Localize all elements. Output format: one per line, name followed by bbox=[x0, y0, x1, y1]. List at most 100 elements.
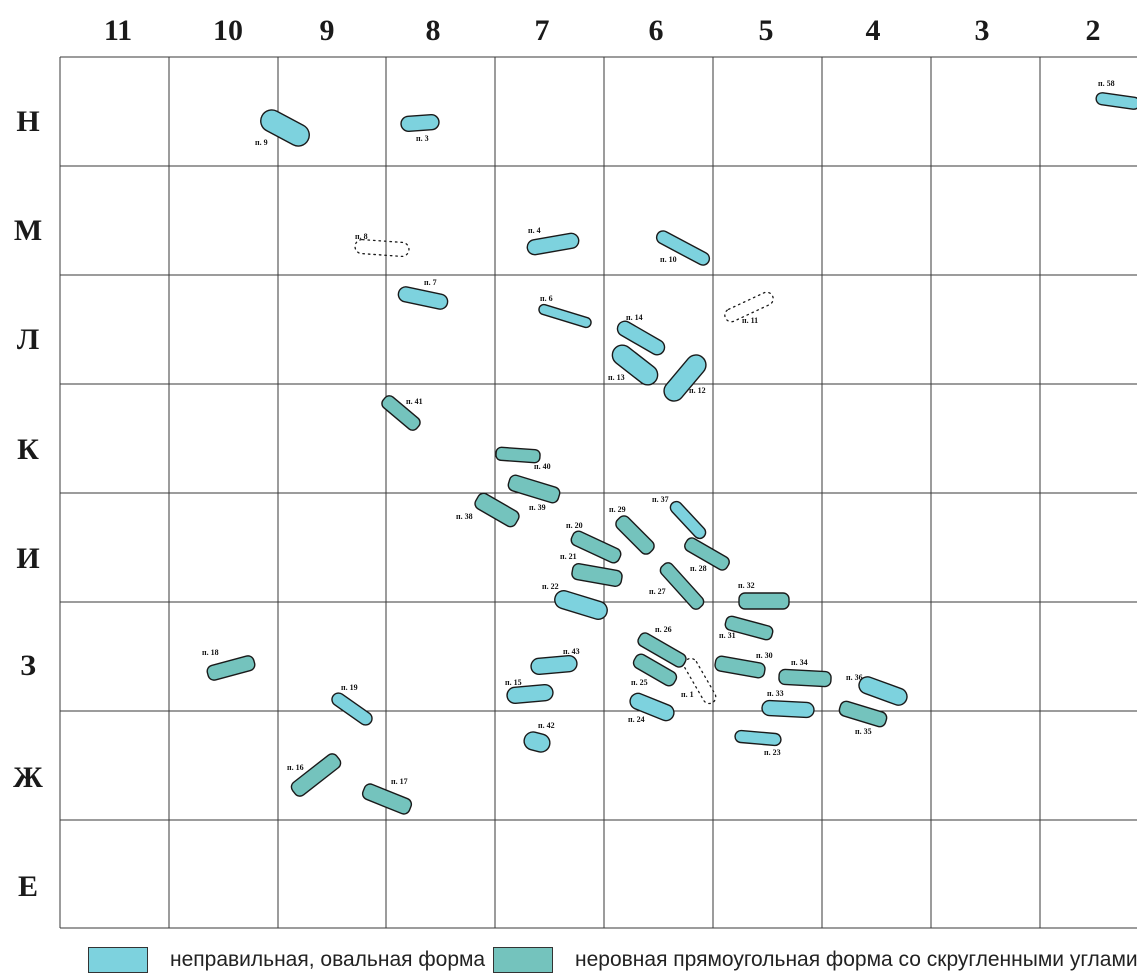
pit-21: п. 21 bbox=[560, 552, 623, 587]
column-label: 7 bbox=[535, 14, 550, 47]
pit-43: п. 43 bbox=[530, 647, 580, 676]
pit-24: п. 24 bbox=[628, 692, 675, 724]
pit-23: п. 23 bbox=[734, 729, 782, 757]
pit-shape-oval bbox=[761, 699, 815, 719]
pit-25: п. 25 bbox=[631, 653, 678, 687]
pit-shape-oval bbox=[669, 500, 707, 540]
pit-label: п. 8 bbox=[355, 232, 368, 241]
column-label: 6 bbox=[649, 14, 664, 47]
row-label: К bbox=[17, 433, 39, 466]
pit-outline-dotted bbox=[724, 291, 774, 323]
pit-19: п. 19 bbox=[331, 683, 373, 726]
row-labels: Н М Л К И З Ж Е bbox=[13, 105, 43, 903]
pit-label: п. 29 bbox=[609, 505, 626, 514]
pit-label: п. 31 bbox=[719, 631, 736, 640]
pit-31: п. 31 bbox=[719, 615, 774, 641]
pit-shape-oval bbox=[526, 232, 580, 256]
pit-35: п. 35 bbox=[838, 700, 888, 736]
pit-label: п. 58 bbox=[1098, 79, 1115, 88]
pit-label: п. 6 bbox=[540, 294, 553, 303]
pit-42: п. 42 bbox=[523, 721, 555, 753]
pit-label: п. 20 bbox=[566, 521, 583, 530]
pit-shape-oval bbox=[523, 731, 551, 753]
pit-18: п. 18 bbox=[202, 648, 256, 681]
row-label: Е bbox=[18, 870, 38, 903]
pit-shape-rect bbox=[778, 668, 832, 688]
column-label: 8 bbox=[426, 14, 441, 47]
pit-label: п. 35 bbox=[855, 727, 872, 736]
pit-33: п. 33 bbox=[761, 689, 815, 719]
pit-shape-rect bbox=[474, 492, 520, 528]
pit-label: п. 26 bbox=[655, 625, 672, 634]
pit-6: п. 6 bbox=[538, 294, 592, 329]
pit-shape-oval bbox=[397, 286, 449, 310]
pit-shape-oval bbox=[734, 729, 782, 747]
pit-label: п. 24 bbox=[628, 715, 645, 724]
pit-label: п. 40 bbox=[534, 462, 551, 471]
pit-11: п. 11 bbox=[724, 291, 774, 325]
pit-37: п. 37 bbox=[652, 495, 707, 540]
pit-shape-oval bbox=[663, 354, 707, 402]
pit-shape-oval bbox=[1095, 92, 1137, 110]
pit-label: п. 38 bbox=[456, 512, 473, 521]
pit-label: п. 41 bbox=[406, 397, 423, 406]
pit-shape-oval bbox=[331, 692, 373, 726]
pit-20: п. 20 bbox=[566, 521, 622, 564]
pit-shape-oval bbox=[530, 654, 578, 676]
pit-shape-rect bbox=[495, 446, 541, 464]
pit-41: п. 41 bbox=[381, 395, 423, 431]
pit-28: п. 28 bbox=[684, 537, 730, 573]
pit-shape-rect bbox=[290, 753, 342, 797]
pit-shape-rect bbox=[570, 530, 622, 564]
legend-item-oval: неправильная, овальная форма bbox=[88, 947, 485, 973]
pit-outline-dotted bbox=[683, 657, 717, 705]
column-label: 9 bbox=[320, 14, 335, 47]
pit-27: п. 27 bbox=[649, 562, 705, 610]
pit-shape-rect bbox=[659, 562, 705, 610]
pit-label: п. 30 bbox=[756, 651, 773, 660]
pit-40: п. 40 bbox=[495, 446, 551, 471]
legend-label-oval: неправильная, овальная форма bbox=[170, 948, 486, 971]
pit-29: п. 29 bbox=[609, 505, 655, 555]
legend-swatch-rect bbox=[493, 947, 553, 973]
pit-38: п. 38 bbox=[456, 492, 520, 528]
pit-4: п. 4 bbox=[526, 226, 580, 256]
legend-swatch-oval bbox=[88, 947, 148, 973]
pit-label: п. 9 bbox=[255, 138, 268, 147]
pit-shape-rect bbox=[714, 655, 766, 679]
pit-label: п. 25 bbox=[631, 678, 648, 687]
column-labels: 11 10 9 8 7 6 5 4 3 2 bbox=[104, 14, 1101, 47]
pit-shape-rect bbox=[381, 395, 421, 431]
pit-16: п. 16 bbox=[287, 753, 342, 797]
legend-label-rect: неровная прямоугольная форма со скруглен… bbox=[575, 948, 1137, 971]
pit-32: п. 32 bbox=[738, 581, 790, 610]
pit-label: п. 18 bbox=[202, 648, 219, 657]
pit-shape-oval bbox=[400, 113, 440, 133]
row-label: Л bbox=[17, 323, 39, 356]
row-label: Н bbox=[16, 105, 39, 138]
pit-13: п. 13 bbox=[608, 344, 659, 386]
pit-10: п. 10 bbox=[655, 230, 711, 266]
row-label: Ж bbox=[13, 761, 43, 794]
pit-7: п. 7 bbox=[397, 278, 449, 310]
pit-label: п. 43 bbox=[563, 647, 580, 656]
pit-outline-dotted bbox=[354, 238, 410, 258]
row-label: И bbox=[16, 542, 39, 575]
pit-label: п. 42 bbox=[538, 721, 555, 730]
pit-label: п. 3 bbox=[416, 134, 429, 143]
pit-label: п. 15 bbox=[505, 678, 522, 687]
pit-shape-rect bbox=[632, 653, 678, 687]
pit-shape-oval bbox=[506, 683, 554, 705]
pit-22: п. 22 bbox=[542, 582, 608, 620]
pit-label: п. 22 bbox=[542, 582, 559, 591]
pit-shape-rect bbox=[838, 700, 888, 728]
pit-label: п. 36 bbox=[846, 673, 863, 682]
pit-label: п. 12 bbox=[689, 386, 706, 395]
pit-shape-oval bbox=[655, 230, 711, 266]
pit-15: п. 15 bbox=[505, 678, 554, 705]
pit-label: п. 7 bbox=[424, 278, 437, 287]
pit-label: п. 28 bbox=[690, 564, 707, 573]
pit-label: п. 34 bbox=[791, 658, 808, 667]
pit-17: п. 17 bbox=[361, 777, 413, 815]
pit-label: п. 10 bbox=[660, 255, 677, 264]
